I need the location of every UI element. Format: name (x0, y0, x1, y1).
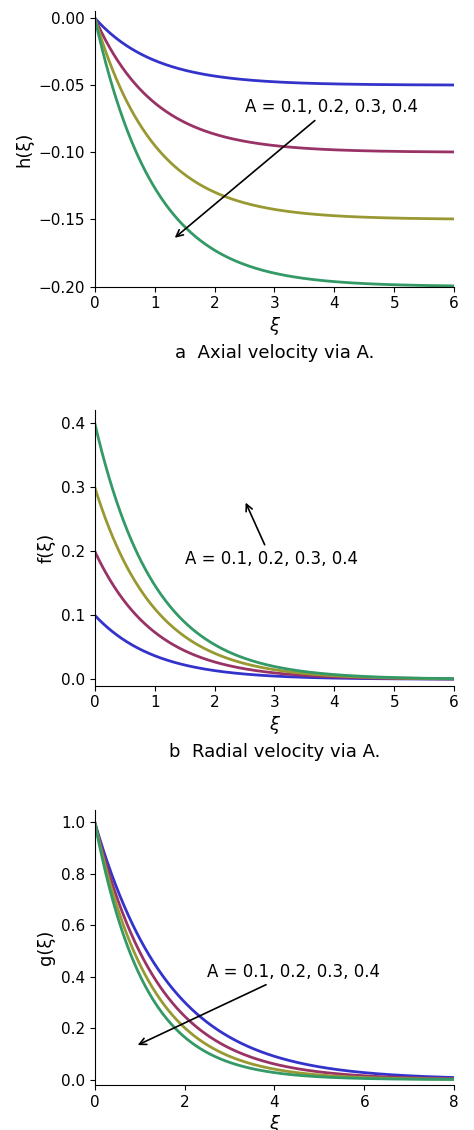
Text: A = 0.1, 0.2, 0.3, 0.4: A = 0.1, 0.2, 0.3, 0.4 (184, 504, 357, 568)
Y-axis label: g(ξ): g(ξ) (37, 930, 55, 965)
X-axis label: ξ: ξ (269, 316, 280, 334)
Y-axis label: f(ξ): f(ξ) (37, 533, 55, 563)
Title: a  Axial velocity via A.: a Axial velocity via A. (175, 344, 374, 362)
Text: A = 0.1, 0.2, 0.3, 0.4: A = 0.1, 0.2, 0.3, 0.4 (176, 98, 418, 236)
Title: b  Radial velocity via A.: b Radial velocity via A. (169, 744, 380, 762)
X-axis label: ξ: ξ (269, 1115, 280, 1130)
Y-axis label: h(ξ): h(ξ) (15, 131, 33, 166)
Text: A = 0.1, 0.2, 0.3, 0.4: A = 0.1, 0.2, 0.3, 0.4 (139, 963, 380, 1044)
X-axis label: ξ: ξ (269, 716, 280, 734)
